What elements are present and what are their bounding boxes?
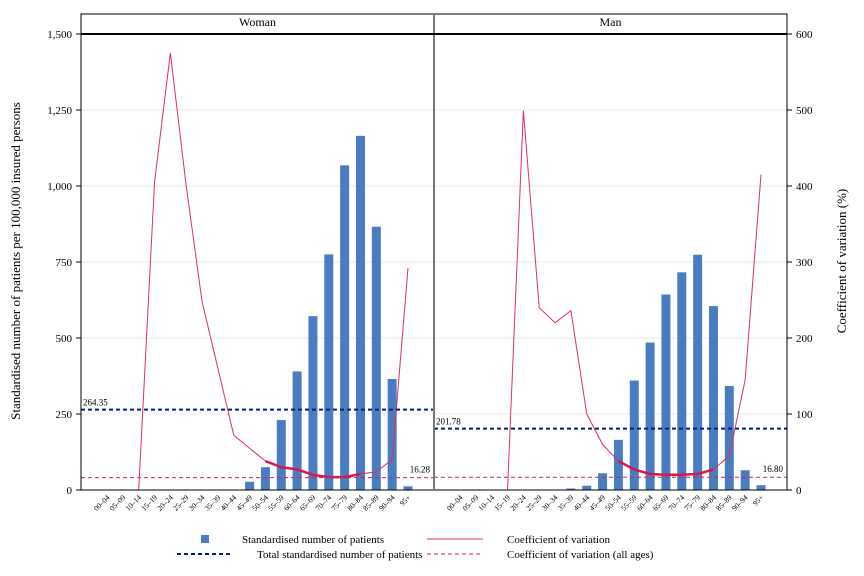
bar bbox=[371, 226, 381, 490]
panel-title: Man bbox=[600, 15, 622, 29]
y2-tick-label: 400 bbox=[796, 181, 813, 193]
y2-tick-label: 500 bbox=[796, 105, 813, 117]
bar bbox=[724, 386, 734, 490]
bar bbox=[340, 165, 350, 490]
bar bbox=[245, 481, 255, 490]
y-tick-label: 750 bbox=[56, 257, 73, 269]
y-tick-label: 500 bbox=[56, 333, 73, 345]
bar bbox=[661, 294, 671, 490]
y2-tick-label: 0 bbox=[796, 485, 802, 497]
y-tick-label: 0 bbox=[67, 485, 73, 497]
cv-line-highlight bbox=[617, 460, 714, 477]
bar bbox=[598, 473, 608, 490]
legend-label: Coefficient of variation (all ages) bbox=[507, 549, 654, 561]
y-tick-label: 1,500 bbox=[47, 29, 72, 41]
y2-axis-label: Coefficient of variation (%) bbox=[834, 189, 849, 334]
legend: Standardised number of patients Coefficie… bbox=[177, 534, 654, 561]
bar bbox=[292, 371, 302, 490]
total-patients-label: 264.35 bbox=[83, 398, 108, 408]
bar bbox=[629, 380, 639, 490]
legend-label: Coefficient of variation bbox=[507, 534, 611, 546]
bar bbox=[708, 306, 718, 490]
bar bbox=[613, 439, 623, 490]
legend-label: Standardised number of patients bbox=[242, 534, 384, 546]
bar bbox=[308, 316, 318, 490]
bar bbox=[677, 272, 687, 490]
bar bbox=[355, 135, 365, 490]
y2-tick-label: 200 bbox=[796, 333, 813, 345]
legend-swatch-bars bbox=[201, 535, 209, 543]
y-tick-label: 250 bbox=[56, 409, 73, 421]
bar bbox=[756, 485, 766, 490]
panel-title: Woman bbox=[239, 15, 276, 29]
bar bbox=[387, 379, 397, 490]
bar bbox=[324, 254, 334, 490]
y2-tick-label: 300 bbox=[796, 257, 813, 269]
bar bbox=[645, 342, 655, 490]
cv-all-label: 16.80 bbox=[763, 464, 784, 474]
bar bbox=[566, 488, 576, 490]
y2-tick-label: 600 bbox=[796, 29, 813, 41]
cv-line-highlight bbox=[264, 459, 361, 479]
y-tick-label: 1,000 bbox=[47, 181, 72, 193]
bar bbox=[403, 486, 413, 490]
y-axis-label: Standardised number of patients per 100,… bbox=[8, 102, 23, 420]
total-patients-label: 201.78 bbox=[436, 417, 461, 427]
bar bbox=[276, 420, 286, 490]
legend-label: Total standardised number of patients bbox=[257, 549, 422, 561]
y2-tick-label: 100 bbox=[796, 409, 813, 421]
bar bbox=[260, 467, 270, 490]
axes: 0 250 500 750 1,000 1,250 1,500 0 100 200 300 400 50… bbox=[47, 14, 813, 497]
bar bbox=[693, 254, 703, 490]
bar bbox=[740, 470, 750, 490]
cv-all-label: 16.28 bbox=[410, 465, 431, 475]
plot-panels: Woman264.3516.2800–0405–0910–1415–1920–2… bbox=[80, 13, 788, 513]
bar bbox=[582, 485, 592, 490]
y-tick-label: 1,250 bbox=[47, 105, 72, 117]
